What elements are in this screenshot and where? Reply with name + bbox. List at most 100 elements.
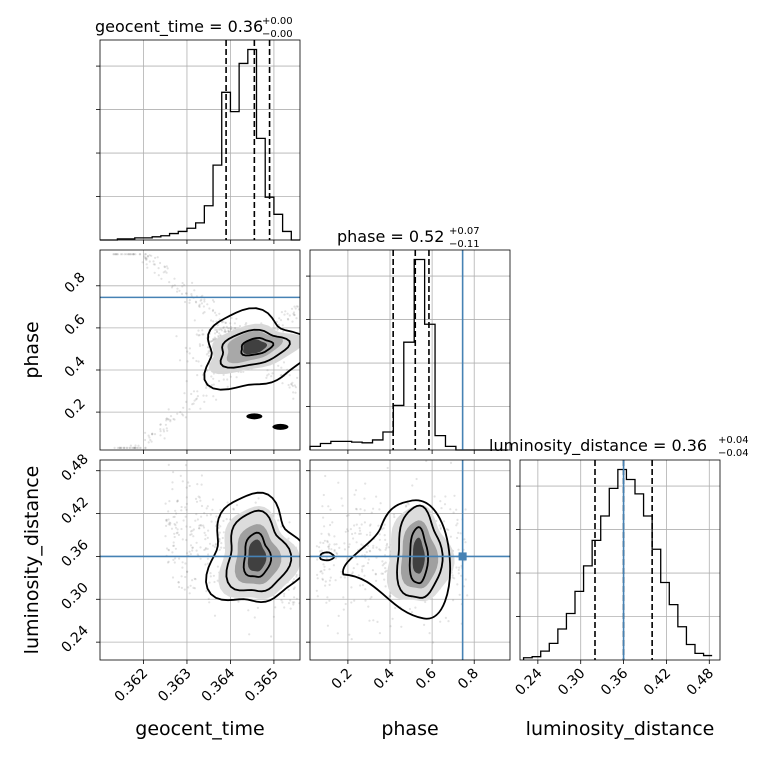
- sample-point: [149, 438, 152, 442]
- sample-point: [281, 382, 284, 385]
- sample-point: [143, 255, 146, 258]
- sample-point: [369, 523, 372, 526]
- sample-point: [193, 289, 196, 292]
- sample-point: [174, 524, 177, 527]
- sample-point: [208, 307, 211, 310]
- sample-point: [191, 579, 194, 582]
- sample-point: [267, 373, 270, 376]
- sample-point: [214, 311, 217, 314]
- sample-point: [323, 539, 326, 542]
- sample-point: [170, 527, 174, 530]
- sample-point: [293, 596, 296, 599]
- sample-point: [132, 446, 135, 449]
- sample-point: [190, 530, 193, 533]
- sample-point: [165, 417, 168, 420]
- sample-point: [222, 519, 225, 523]
- sample-point: [144, 431, 147, 434]
- sample-point: [320, 532, 323, 535]
- sample-point: [385, 569, 388, 572]
- sample-point: [192, 586, 195, 590]
- sample-point: [326, 596, 329, 599]
- sample-point: [185, 292, 188, 295]
- sample-point: [187, 586, 190, 589]
- sample-point: [209, 340, 212, 343]
- sample-point: [271, 372, 274, 375]
- contour-outer: [342, 499, 451, 620]
- x-axis-label-luminosity-distance: luminosity_distance: [526, 718, 715, 740]
- sample-point: [176, 290, 179, 293]
- sample-point: [270, 635, 273, 638]
- sample-point: [209, 575, 212, 578]
- sample-point: [383, 562, 386, 565]
- histogram-geocent_time: [100, 48, 300, 241]
- sample-point: [459, 532, 462, 535]
- sample-point: [287, 318, 290, 321]
- sample-point: [214, 542, 218, 546]
- sample-point: [346, 528, 349, 531]
- sample-point: [219, 525, 222, 528]
- sample-point: [211, 340, 214, 343]
- sample-point: [230, 327, 233, 330]
- sample-point: [223, 328, 226, 331]
- sample-point: [239, 370, 243, 374]
- sample-point: [288, 374, 291, 377]
- sample-point: [133, 446, 136, 449]
- sample-point: [328, 579, 332, 582]
- sample-point: [207, 597, 210, 601]
- sample-point: [201, 333, 204, 336]
- sample-point: [225, 518, 228, 521]
- sample-point: [447, 620, 450, 623]
- sample-point: [166, 267, 169, 270]
- sample-point: [121, 253, 124, 256]
- sample-point: [415, 477, 418, 481]
- sample-point: [175, 335, 178, 338]
- sample-point: [343, 542, 346, 545]
- histogram-phase: [309, 258, 508, 451]
- sample-point: [212, 300, 216, 303]
- xtick-label-luminosity_distance: 0.30: [555, 666, 588, 699]
- sample-point: [324, 580, 327, 583]
- sample-point: [197, 495, 200, 498]
- sample-point: [452, 599, 455, 602]
- sample-point: [164, 502, 167, 505]
- sample-point: [157, 274, 160, 277]
- sample-point: [248, 633, 251, 636]
- sample-point: [204, 563, 207, 566]
- sample-point: [364, 482, 367, 485]
- sample-point: [364, 599, 367, 602]
- sample-point: [294, 386, 297, 389]
- sample-point: [191, 281, 194, 284]
- sample-point: [201, 329, 204, 332]
- sample-point: [198, 343, 201, 346]
- sample-point: [203, 548, 206, 552]
- sample-point: [176, 499, 179, 502]
- sample-point: [376, 620, 379, 624]
- sample-point: [291, 381, 294, 384]
- sample-point: [328, 543, 331, 546]
- sample-point: [223, 330, 226, 333]
- sample-point: [176, 528, 179, 531]
- x-axis-label-geocent-time: geocent_time: [135, 718, 264, 740]
- sample-point: [203, 298, 206, 301]
- sample-point: [196, 374, 199, 377]
- sample-point: [159, 428, 162, 431]
- sample-point: [144, 446, 147, 449]
- sample-point: [210, 520, 213, 523]
- sample-point: [159, 261, 162, 265]
- sample-point: [198, 344, 202, 348]
- sample-point: [200, 474, 203, 477]
- sample-point: [227, 329, 230, 332]
- sample-point: [318, 546, 321, 549]
- sample-point: [141, 261, 144, 264]
- sample-point: [212, 383, 215, 386]
- sample-point: [449, 461, 453, 464]
- sample-point: [195, 397, 198, 400]
- sample-point: [293, 313, 296, 317]
- sample-point: [165, 427, 168, 430]
- sample-point: [196, 518, 199, 521]
- sample-point: [277, 513, 280, 516]
- sample-point: [380, 528, 384, 531]
- sample-point: [171, 488, 174, 491]
- sample-point: [361, 568, 364, 571]
- sample-point: [316, 558, 319, 561]
